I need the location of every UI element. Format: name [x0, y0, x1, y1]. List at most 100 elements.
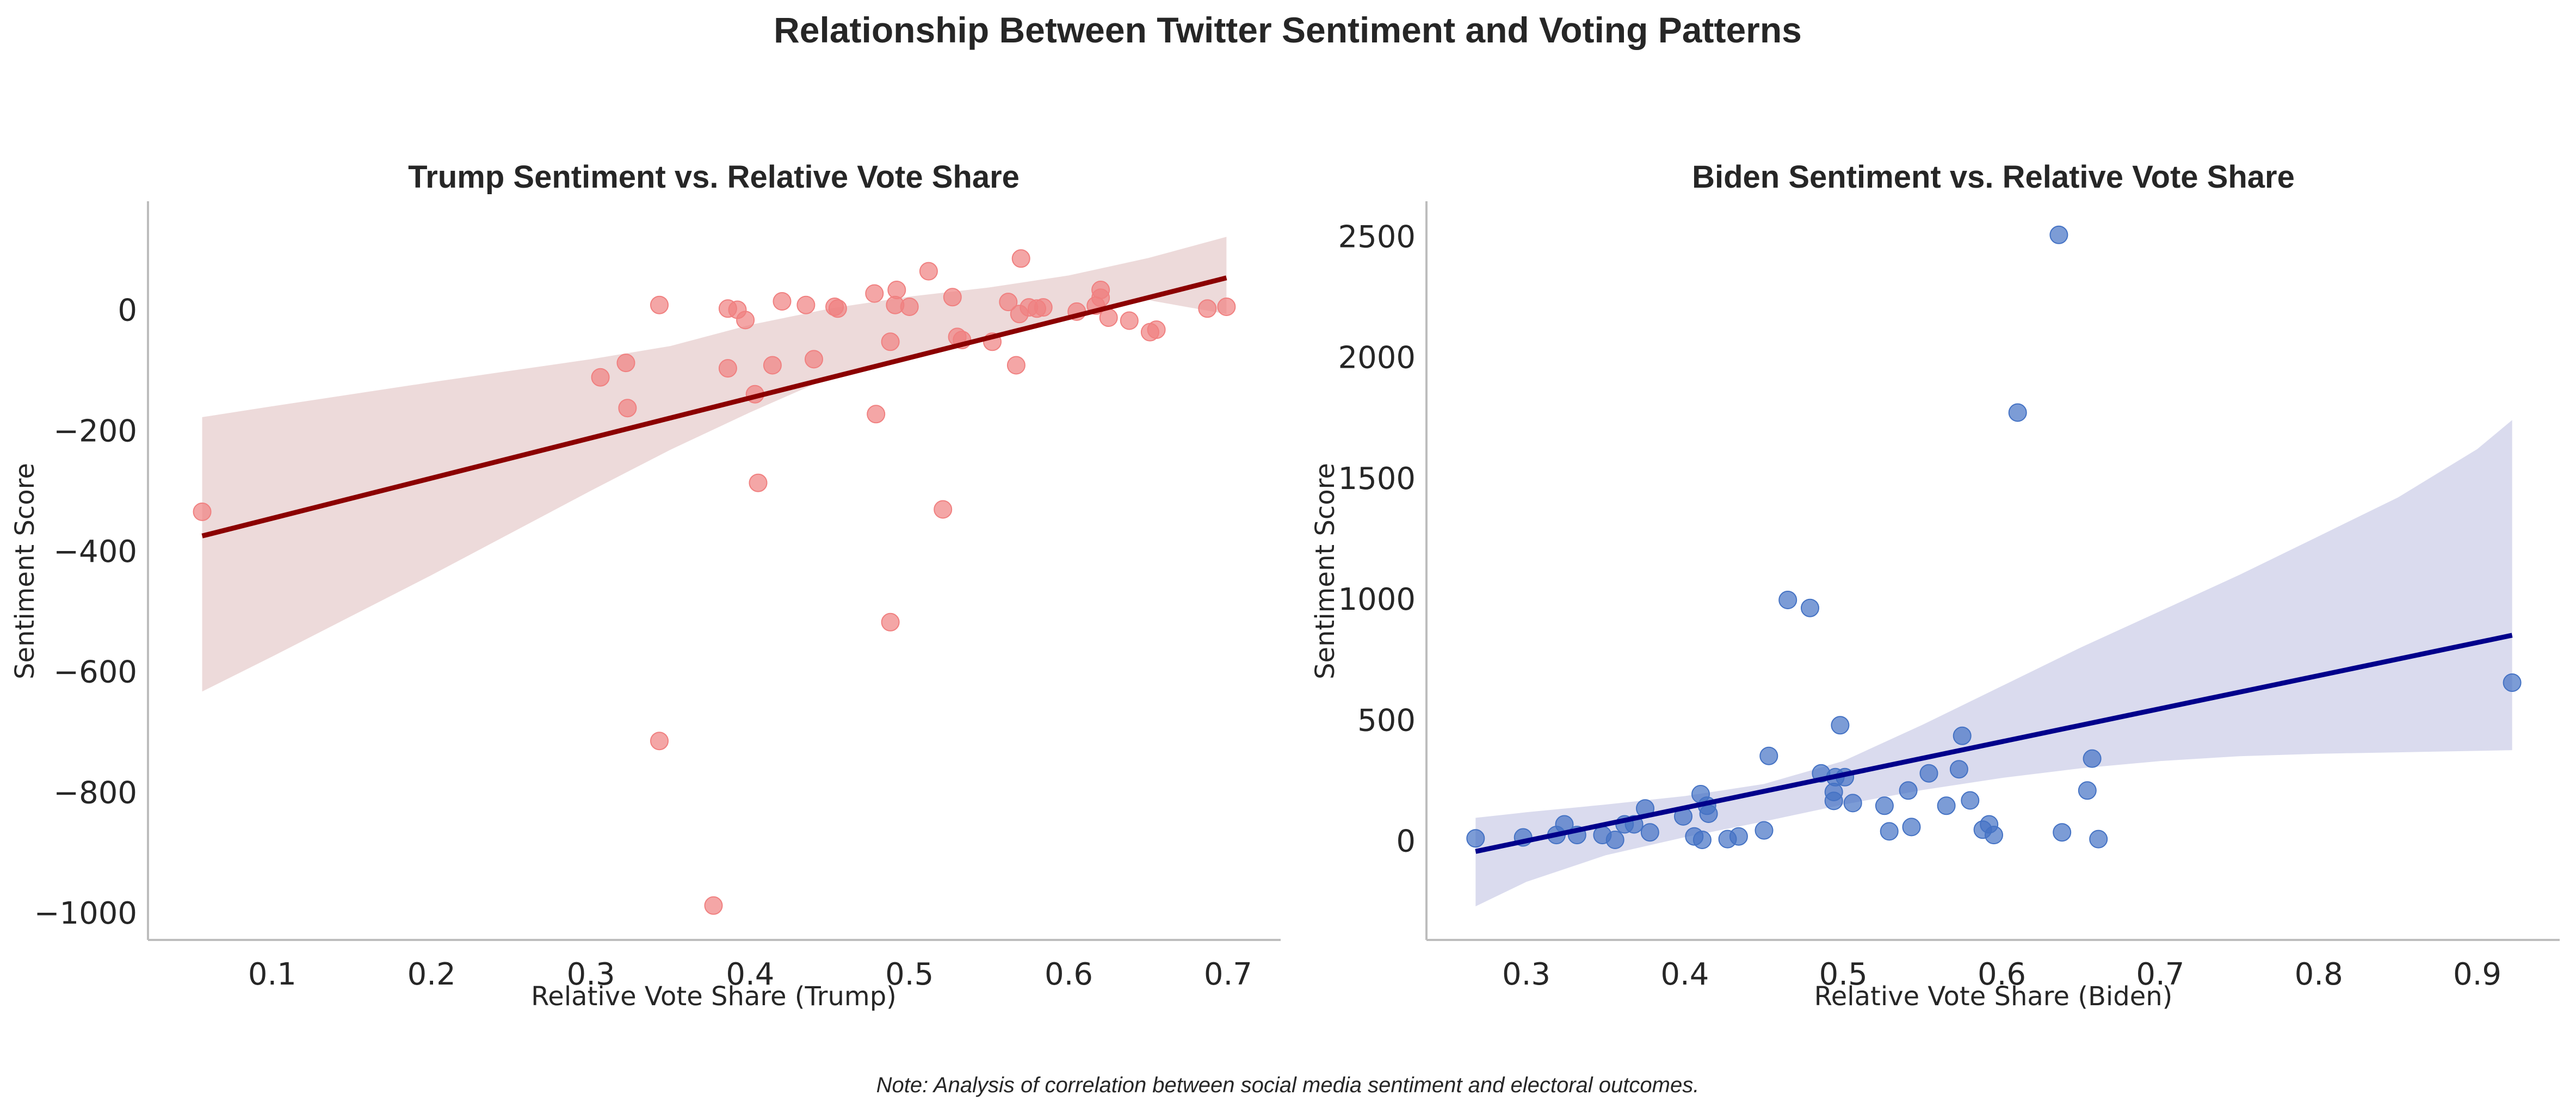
trump-y-tick-label: −800 [53, 775, 137, 810]
biden-x-tick-label: 0.9 [2453, 957, 2501, 992]
biden-x-tick-label: 0.4 [1660, 957, 1709, 992]
trump-point-14 [773, 292, 792, 311]
biden-y-tick-label: 500 [1357, 703, 1416, 739]
trump-y-tick-label: −1000 [34, 896, 137, 931]
trump-point-27 [934, 500, 953, 519]
trump-point-42 [1091, 281, 1110, 299]
biden-point-44 [2053, 823, 2072, 842]
biden-panel: Biden Sentiment vs. Relative Vote Share … [1310, 159, 2560, 1012]
biden-x-tick-label: 0.5 [1819, 957, 1868, 992]
biden-y-tick-label: 1500 [1338, 461, 1416, 497]
trump-point-33 [1006, 356, 1026, 375]
biden-x-tick-label: 0.3 [1502, 957, 1550, 992]
trump-point-1 [591, 368, 610, 387]
biden-regression-line [1475, 633, 2513, 854]
trump-point-10 [736, 311, 755, 330]
biden-y-tick-label: 2500 [1338, 220, 1416, 255]
trump-x-tick-label: 0.2 [407, 957, 456, 992]
trump-y-tick-label: 0 [118, 293, 137, 329]
trump-point-20 [867, 405, 886, 424]
trump-x-tick-label: 0.4 [726, 957, 774, 992]
biden-x-ticks: 0.3 0.4 0.5 0.6 0.7 0.8 0.9 [1502, 957, 2501, 992]
trump-y-tick-label: −400 [53, 534, 137, 570]
trump-x-tick-label: 0.1 [248, 957, 296, 992]
trump-y-tick-label: −600 [53, 655, 137, 690]
biden-y-ticks: 0 500 1000 1500 2000 2500 [1338, 220, 1416, 859]
figure-title: Relationship Between Twitter Sentiment a… [774, 10, 1802, 50]
biden-point-16 [1699, 804, 1718, 823]
trump-panel-title: Trump Sentiment vs. Relative Vote Share [408, 159, 1020, 195]
trump-confidence-band [202, 237, 1227, 692]
biden-x-tick-label: 0.7 [2136, 957, 2184, 992]
biden-point-0 [1466, 829, 1485, 848]
trump-point-15 [796, 295, 816, 314]
biden-point-48 [2503, 673, 2522, 692]
trump-point-47 [1198, 299, 1217, 318]
biden-point-14 [1692, 831, 1712, 849]
trump-point-19 [865, 284, 884, 303]
biden-point-29 [1843, 794, 1862, 813]
trump-x-tick-label: 0.6 [1045, 957, 1093, 992]
biden-point-35 [1937, 796, 1956, 815]
trump-x-axis-title: Relative Vote Share (Trump) [531, 981, 897, 1012]
biden-point-46 [2083, 749, 2102, 768]
biden-y-axis-title: Sentiment Score [1310, 463, 1340, 679]
figure-note: Note: Analysis of correlation between so… [876, 1073, 1700, 1097]
biden-point-18 [1729, 827, 1748, 846]
biden-x-tick-label: 0.6 [1978, 957, 2026, 992]
trump-point-5 [650, 732, 669, 751]
trump-point-22 [881, 612, 900, 632]
trump-point-12 [749, 473, 768, 492]
trump-point-38 [1034, 298, 1053, 317]
biden-point-20 [1759, 746, 1778, 765]
biden-point-31 [1880, 822, 1899, 841]
trump-point-48 [1217, 298, 1236, 316]
biden-point-33 [1902, 818, 1921, 837]
biden-point-42 [2008, 403, 2027, 422]
trump-point-35 [1011, 249, 1030, 268]
trump-point-28 [943, 288, 962, 307]
biden-panel-title: Biden Sentiment vs. Relative Vote Share [1692, 159, 2295, 195]
trump-point-46 [1147, 320, 1166, 339]
biden-point-32 [1899, 781, 1918, 800]
trump-point-25 [900, 298, 919, 316]
biden-point-38 [1961, 791, 1980, 810]
trump-point-16 [805, 350, 823, 369]
trump-x-tick-label: 0.5 [885, 957, 934, 992]
trump-x-tick-label: 0.7 [1204, 957, 1252, 992]
biden-point-10 [1640, 823, 1659, 842]
biden-point-22 [1801, 598, 1819, 617]
biden-y-tick-label: 1000 [1338, 582, 1416, 617]
trump-point-44 [1120, 311, 1139, 330]
trump-point-32 [999, 293, 1018, 312]
biden-point-37 [1953, 726, 1972, 745]
trump-y-axis-title: Sentiment Score [10, 463, 40, 679]
biden-point-19 [1755, 821, 1774, 840]
biden-confidence-band [1475, 420, 2512, 907]
trump-point-2 [616, 354, 635, 373]
biden-point-43 [2049, 225, 2068, 244]
trump-point-6 [704, 896, 723, 915]
biden-point-21 [1778, 591, 1797, 609]
biden-points [1466, 225, 2522, 849]
trump-y-ticks: 0 −200 −400 −600 −800 −1000 [34, 293, 137, 932]
biden-y-tick-label: 0 [1396, 824, 1416, 859]
biden-point-6 [1605, 831, 1624, 849]
trump-y-tick-label: −200 [53, 413, 137, 449]
trump-point-24 [887, 281, 906, 299]
biden-point-45 [2078, 781, 2097, 800]
trump-point-18 [828, 299, 847, 318]
biden-point-34 [1919, 764, 1938, 783]
trump-point-26 [919, 262, 938, 281]
trump-panel: Trump Sentiment vs. Relative Vote Share … [10, 159, 1281, 1012]
biden-point-36 [1949, 760, 1968, 779]
biden-y-tick-label: 2000 [1338, 341, 1416, 376]
biden-point-27 [1831, 716, 1850, 735]
trump-x-tick-label: 0.3 [567, 957, 615, 992]
biden-point-30 [1875, 796, 1894, 815]
biden-point-41 [1985, 826, 2003, 845]
biden-x-tick-label: 0.8 [2295, 957, 2343, 992]
trump-point-8 [718, 359, 737, 378]
